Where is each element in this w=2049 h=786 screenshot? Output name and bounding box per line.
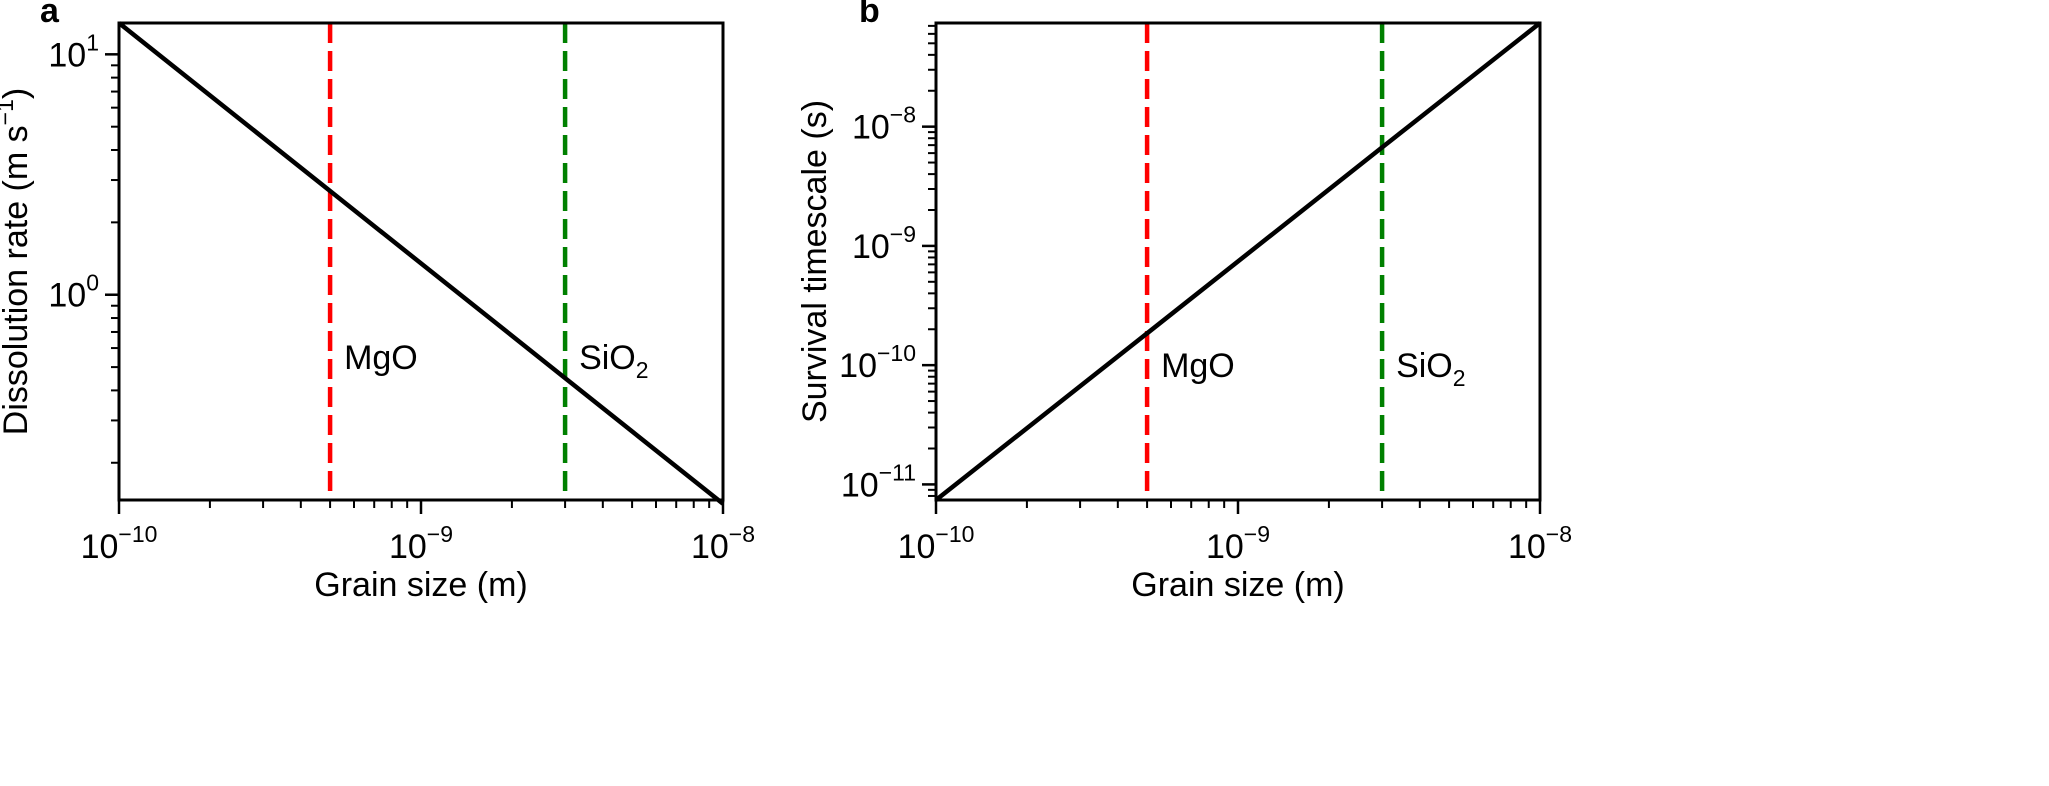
data-line: [117, 21, 725, 506]
vline-label: MgO: [344, 339, 418, 377]
x-axis-label: Grain size (m): [314, 566, 527, 604]
x-tick-label: 10−10: [81, 521, 158, 566]
x-tick-label: 10−9: [1206, 521, 1270, 566]
plot-frame: [934, 21, 1542, 502]
vline-label: SiO2: [1396, 347, 1465, 391]
x-tick-label: 10−10: [898, 521, 975, 566]
panel-letter: b: [859, 0, 880, 30]
y-tick-label: 10−10: [839, 340, 916, 385]
x-axis-label: Grain size (m): [1131, 566, 1344, 604]
x-tick-label: 10−8: [691, 521, 755, 566]
y-tick-label: 10−9: [852, 221, 916, 266]
panel-b: 10−10 10−9 10−8 10−11 10−10 10−9 10−8 MgO SiO2 b G…: [796, 0, 1572, 604]
y-tick-label: 10−8: [852, 102, 916, 147]
x-tick-label: 10−8: [1508, 521, 1572, 566]
y-axis-label: Survival timescale (s): [796, 100, 834, 423]
data-line: [934, 21, 1542, 502]
y-tick-label: 101: [48, 29, 99, 74]
y-tick-label: 10−11: [841, 459, 916, 504]
panel-letter: a: [40, 0, 60, 30]
y-tick-label: 100: [48, 270, 99, 315]
vline-label: SiO2: [579, 339, 648, 383]
vline-label: MgO: [1161, 347, 1235, 385]
x-tick-label: 10−9: [389, 521, 453, 566]
y-axis-label: Dissolution rate (m s−1): [0, 88, 35, 435]
plot-frame: [117, 21, 725, 502]
panel-a: 10−10 10−9 10−8 100 101 MgO SiO2 a Grain size (m…: [0, 0, 755, 604]
